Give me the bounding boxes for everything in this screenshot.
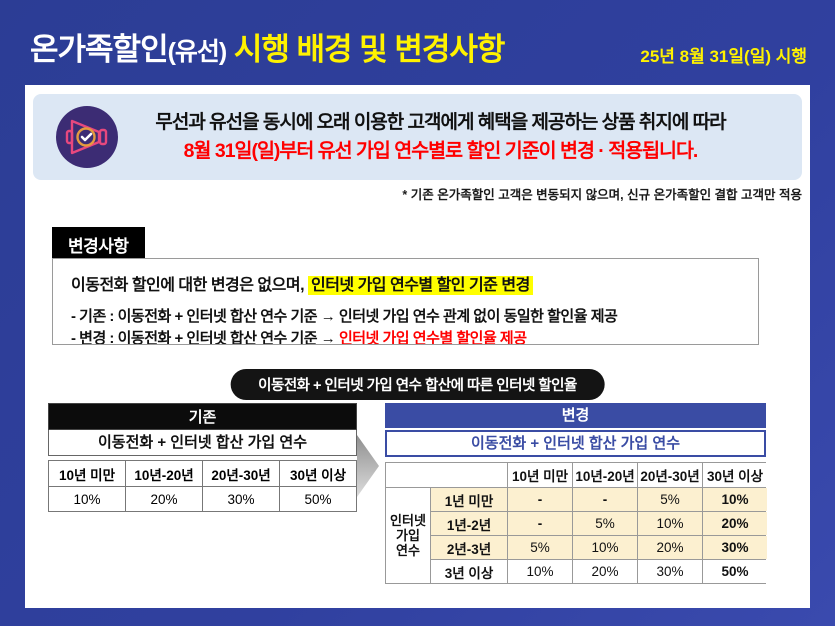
new-rate-cell: 30% <box>638 560 702 583</box>
old-rate-cell: 20% <box>126 487 202 511</box>
changes-bullet-new: - 변경 : 이동전화 + 인터넷 합산 연수 기준 → 인터넷 가입 연수별 … <box>71 328 740 345</box>
new-rate-cell: - <box>508 512 572 535</box>
old-table-title: 기존 <box>48 403 357 430</box>
page-header: 온가족할인(유선) 시행 배경 및 변경사항 25년 8월 31일(일) 시행 <box>0 0 835 85</box>
new-rate-cell: 10% <box>638 512 702 535</box>
tables-caption-pill: 이동전화 + 인터넷 가입 연수 합산에 따른 인터넷 할인율 <box>230 369 605 400</box>
changes-box: 이동전화 할인에 대한 변경은 없으며, 인터넷 가입 연수별 할인 기준 변경… <box>52 258 759 345</box>
new-table-grid: 10년 미만 10년-20년 20년-30년 30년 이상 인터넷 가입 연수 … <box>385 462 767 584</box>
new-rate-cell: 50% <box>703 560 767 583</box>
new-rate-cell: 10% <box>573 536 637 559</box>
old-col-header: 10년 미만 <box>49 461 125 486</box>
new-col-header: 10년 미만 <box>508 463 572 487</box>
content-panel: 무선과 유선을 동시에 오래 이용한 고객에게 혜택을 제공하는 상품 취지에 … <box>25 85 810 608</box>
new-rate-cell: 30% <box>703 536 767 559</box>
row-group-label: 인터넷 가입 연수 <box>386 488 430 583</box>
new-table-title: 변경 <box>385 403 766 428</box>
old-table-grid: 10년 미만 10년-20년 20년-30년 30년 이상 10% 20% 30… <box>48 460 357 512</box>
new-rate-cell: 20% <box>703 512 767 535</box>
new-col-header: 20년-30년 <box>638 463 702 487</box>
changes-tag: 변경사항 <box>52 227 145 262</box>
footnote: * 기존 온가족할인 고객은 변동되지 않으며, 신규 온가족할인 결합 고객만… <box>402 188 802 202</box>
new-rate-cell: 20% <box>638 536 702 559</box>
intro-callout: 무선과 유선을 동시에 오래 이용한 고객에게 혜택을 제공하는 상품 취지에 … <box>33 94 802 180</box>
old-col-header: 10년-20년 <box>126 461 202 486</box>
new-row-label: 3년 이상 <box>431 560 507 583</box>
new-rate-cell: 20% <box>573 560 637 583</box>
page-title-accent: 시행 배경 및 변경사항 <box>226 32 506 67</box>
new-row-label: 1년 미만 <box>431 488 507 511</box>
old-col-header: 20년-30년 <box>203 461 279 486</box>
page-title: 온가족할인(유선) 시행 배경 및 변경사항 <box>30 24 506 69</box>
new-rate-cell: 5% <box>638 488 702 511</box>
new-rate-cell: 10% <box>703 488 767 511</box>
old-table-subtitle: 이동전화 + 인터넷 합산 가입 연수 <box>48 430 357 456</box>
new-rate-cell: - <box>508 488 572 511</box>
old-discount-table: 기존 이동전화 + 인터넷 합산 가입 연수 10년 미만 10년-20년 20… <box>48 403 357 512</box>
changes-intro: 이동전화 할인에 대한 변경은 없으며, 인터넷 가입 연수별 할인 기준 변경 <box>71 271 740 295</box>
new-rate-cell: 5% <box>573 512 637 535</box>
old-col-header: 30년 이상 <box>280 461 356 486</box>
new-row-label: 2년-3년 <box>431 536 507 559</box>
intro-text: 무선과 유선을 동시에 오래 이용한 고객에게 혜택을 제공하는 상품 취지에 … <box>119 108 802 166</box>
old-rate-cell: 50% <box>280 487 356 511</box>
intro-line-1: 무선과 유선을 동시에 오래 이용한 고객에게 혜택을 제공하는 상품 취지에 … <box>155 112 726 133</box>
changes-intro-plain: 이동전화 할인에 대한 변경은 없으며, <box>71 277 308 294</box>
new-discount-table: 변경 이동전화 + 인터넷 합산 가입 연수 10년 미만 10년-20년 20… <box>385 403 767 584</box>
megaphone-check-icon <box>56 106 118 168</box>
new-row-label: 1년-2년 <box>431 512 507 535</box>
old-rate-cell: 30% <box>203 487 279 511</box>
changes-intro-highlight: 인터넷 가입 연수별 할인 기준 변경 <box>307 276 533 295</box>
intro-line-2: 8월 31일(일)부터 유선 가입 연수별로 할인 기준이 변경 · 적용됩니다… <box>183 140 699 162</box>
new-table-subtitle: 이동전화 + 인터넷 합산 가입 연수 <box>385 430 766 457</box>
new-col-header: 10년-20년 <box>573 463 637 487</box>
changes-bullet-new-prefix: - 변경 : 이동전화 + 인터넷 합산 연수 기준 → <box>71 330 339 345</box>
page-title-paren: (유선) <box>167 38 228 66</box>
matrix-corner-cell <box>386 463 507 487</box>
page-title-main: 온가족할인 <box>30 32 169 67</box>
new-rate-cell: - <box>573 488 637 511</box>
new-rate-cell: 5% <box>508 536 572 559</box>
transition-arrow-icon <box>357 435 379 497</box>
old-rate-cell: 10% <box>49 487 125 511</box>
new-col-header: 30년 이상 <box>703 463 767 487</box>
new-rate-cell: 10% <box>508 560 572 583</box>
effective-date: 25년 8월 31일(일) 시행 <box>640 47 807 66</box>
changes-bullet-old: - 기존 : 이동전화 + 인터넷 합산 연수 기준 → 인터넷 가입 연수 관… <box>71 308 618 325</box>
changes-bullet-new-red: 인터넷 가입 연수별 할인율 제공 <box>338 330 527 345</box>
